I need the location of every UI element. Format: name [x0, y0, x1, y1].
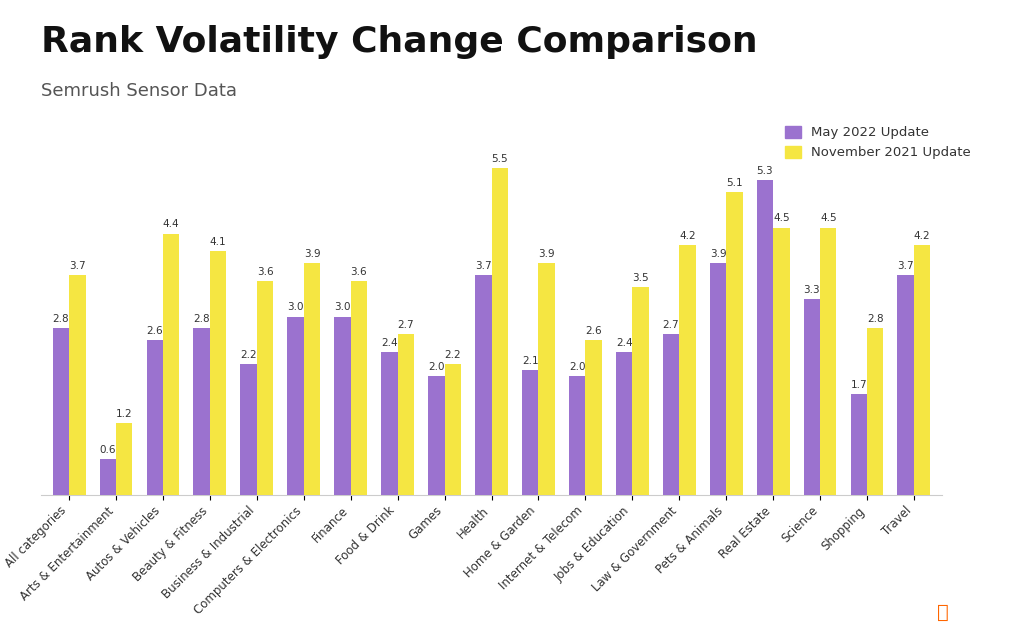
Text: 2.0: 2.0 [428, 362, 444, 372]
Bar [194, 328, 210, 495]
Text: Rank Volatility Change Comparison: Rank Volatility Change Comparison [41, 25, 758, 60]
Bar [615, 352, 632, 495]
Bar [381, 352, 397, 495]
Bar [444, 364, 461, 495]
Bar [241, 364, 257, 495]
Bar [52, 328, 70, 495]
Text: 3.5: 3.5 [632, 273, 649, 283]
Text: 3.6: 3.6 [257, 267, 273, 277]
Bar [820, 228, 837, 495]
Bar [70, 275, 86, 495]
Bar [679, 245, 695, 495]
Text: Semrush Sensor Data: Semrush Sensor Data [41, 82, 237, 100]
Bar [304, 263, 321, 495]
Text: 3.7: 3.7 [475, 261, 492, 271]
Text: 3.0: 3.0 [288, 302, 304, 313]
Bar [163, 233, 179, 495]
Bar [334, 316, 350, 495]
Bar [288, 316, 304, 495]
Text: 1.7: 1.7 [851, 380, 867, 389]
Bar [632, 287, 649, 495]
Bar [475, 275, 492, 495]
Text: 2.8: 2.8 [194, 314, 210, 325]
Bar [146, 340, 163, 495]
Text: 5.5: 5.5 [492, 154, 508, 164]
Bar [257, 281, 273, 495]
Text: 2.7: 2.7 [663, 320, 679, 330]
Bar [492, 168, 508, 495]
Text: 2.7: 2.7 [397, 320, 414, 330]
Text: 2.0: 2.0 [569, 362, 586, 372]
Bar [522, 370, 539, 495]
Text: 2.1: 2.1 [522, 356, 539, 366]
Bar [586, 340, 602, 495]
Bar [726, 192, 742, 495]
Text: 3.7: 3.7 [897, 261, 914, 271]
Text: 3.0: 3.0 [334, 302, 351, 313]
Bar [867, 328, 884, 495]
Text: 2.4: 2.4 [615, 338, 633, 348]
Text: 2.2: 2.2 [444, 350, 461, 360]
Bar [99, 459, 116, 495]
Text: 3.7: 3.7 [69, 261, 86, 271]
Text: 3.6: 3.6 [350, 267, 368, 277]
Text: 3.9: 3.9 [539, 249, 555, 259]
Bar [710, 263, 726, 495]
Bar [428, 376, 444, 495]
Text: 2.4: 2.4 [381, 338, 397, 348]
Bar [663, 334, 679, 495]
Bar [757, 180, 773, 495]
Bar [539, 263, 555, 495]
Text: semrush.com: semrush.com [20, 605, 124, 620]
Bar [350, 281, 368, 495]
Bar [897, 275, 913, 495]
Text: 2.2: 2.2 [241, 350, 257, 360]
Text: 2.6: 2.6 [586, 326, 602, 336]
Text: 3.9: 3.9 [710, 249, 726, 259]
Text: 4.1: 4.1 [210, 237, 226, 247]
Bar [851, 394, 867, 495]
Text: SEMRUSH: SEMRUSH [878, 602, 993, 623]
Text: 4.2: 4.2 [679, 231, 695, 242]
Text: 2.6: 2.6 [146, 326, 163, 336]
Bar [773, 228, 790, 495]
Text: 5.3: 5.3 [757, 166, 773, 176]
Text: 1.2: 1.2 [116, 409, 132, 419]
Bar [569, 376, 586, 495]
Text: 3.9: 3.9 [304, 249, 321, 259]
Text: 2.8: 2.8 [867, 314, 884, 325]
Text: 5.1: 5.1 [726, 178, 742, 188]
Bar [804, 299, 820, 495]
Text: 4.5: 4.5 [773, 214, 790, 223]
Text: 4.5: 4.5 [820, 214, 837, 223]
Text: 0.6: 0.6 [99, 445, 116, 455]
Bar [116, 424, 132, 495]
Bar [210, 251, 226, 495]
Bar [913, 245, 931, 495]
Text: 3.3: 3.3 [804, 285, 820, 295]
Text: 2.8: 2.8 [52, 314, 70, 325]
Legend: May 2022 Update, November 2021 Update: May 2022 Update, November 2021 Update [779, 120, 977, 165]
Text: 4.4: 4.4 [163, 219, 179, 230]
Text: 4.2: 4.2 [913, 231, 931, 242]
Text: 🔥: 🔥 [937, 603, 948, 622]
Bar [397, 334, 414, 495]
